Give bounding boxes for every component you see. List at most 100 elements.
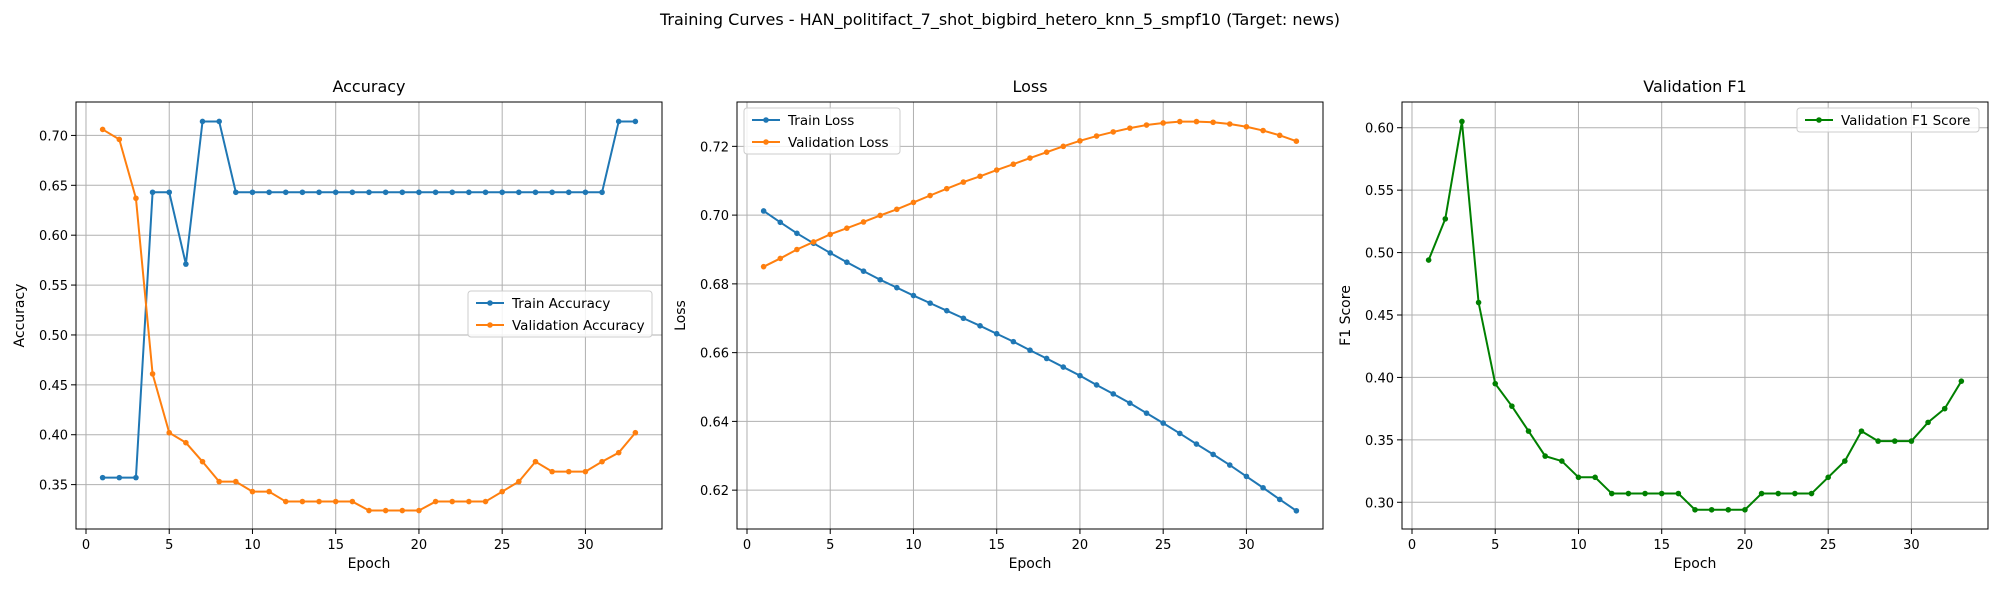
data-point <box>1575 474 1582 481</box>
x-tick-label: 25 <box>1155 538 1172 553</box>
x-tick-label: 10 <box>905 538 922 553</box>
data-point <box>549 189 555 196</box>
data-point <box>565 189 572 196</box>
y-tick-label: 0.65 <box>39 179 68 194</box>
data-point <box>1658 490 1665 497</box>
data-point <box>827 231 834 238</box>
x-tick-label: 15 <box>988 538 1005 553</box>
data-point <box>844 259 850 266</box>
x-tick-label: 30 <box>577 538 594 553</box>
data-point <box>760 263 767 270</box>
data-point <box>877 212 883 219</box>
data-point <box>1725 506 1732 513</box>
y-axis-label: F1 Score <box>1338 285 1354 346</box>
data-point <box>1160 420 1166 426</box>
data-point <box>1160 120 1166 126</box>
data-point <box>1177 118 1183 125</box>
data-point <box>1043 355 1050 362</box>
data-point <box>1177 430 1183 437</box>
x-axis-label: Epoch <box>348 556 391 572</box>
data-point <box>1260 127 1266 134</box>
data-point <box>1425 257 1432 263</box>
data-point <box>366 507 372 514</box>
data-point <box>1808 490 1815 497</box>
data-point <box>499 488 505 495</box>
legend-frame <box>743 107 901 155</box>
data-point <box>1891 438 1898 444</box>
data-point <box>1210 451 1216 458</box>
data-point <box>183 261 189 267</box>
y-tick-label: 0.64 <box>700 415 729 430</box>
y-tick-label: 0.60 <box>39 229 68 244</box>
data-point <box>960 315 967 322</box>
data-point <box>1010 161 1017 168</box>
y-axis-label: Loss <box>673 300 689 331</box>
data-point <box>449 498 456 505</box>
subplot-title: Accuracy <box>332 77 405 96</box>
data-point <box>233 189 239 196</box>
data-point <box>760 208 767 214</box>
data-point <box>1792 490 1798 497</box>
data-point <box>1276 132 1283 139</box>
data-point <box>499 189 505 196</box>
data-point <box>910 292 917 299</box>
y-tick-label: 0.40 <box>39 429 68 444</box>
data-point <box>1243 123 1250 130</box>
data-point <box>582 468 589 475</box>
data-point <box>1110 391 1117 397</box>
data-point <box>1875 438 1881 444</box>
data-point <box>1442 216 1449 222</box>
y-tick-label: 0.50 <box>1365 247 1394 262</box>
data-point <box>349 498 356 505</box>
data-point <box>199 458 206 465</box>
x-tick-label: 10 <box>1570 538 1587 553</box>
data-point <box>615 449 622 456</box>
data-point <box>216 118 222 125</box>
data-point <box>1842 458 1848 464</box>
x-tick-label: 0 <box>82 538 90 553</box>
data-point <box>1093 382 1100 388</box>
x-tick-label: 30 <box>1238 538 1255 553</box>
data-point <box>1060 143 1067 150</box>
data-point <box>432 189 439 196</box>
legend: Train Loss Validation Loss <box>743 107 901 155</box>
legend-marker <box>487 300 493 306</box>
legend-marker <box>487 322 493 328</box>
x-tick-label: 15 <box>1653 538 1670 553</box>
data-point <box>1692 506 1698 513</box>
data-point <box>449 189 456 196</box>
y-tick-label: 0.30 <box>1365 496 1394 511</box>
data-point <box>860 268 867 274</box>
data-point <box>1293 507 1300 514</box>
data-point <box>149 371 156 377</box>
legend-marker <box>763 139 769 145</box>
y-tick-label: 0.62 <box>700 484 729 499</box>
data-point <box>993 330 1000 337</box>
data-point <box>599 458 605 465</box>
data-point <box>166 189 173 196</box>
data-point <box>1193 118 1200 125</box>
y-tick-label: 0.45 <box>1365 309 1394 324</box>
data-point <box>894 284 900 291</box>
x-tick-label: 30 <box>1903 538 1920 553</box>
y-tick-label: 0.35 <box>39 479 68 494</box>
data-point <box>1675 490 1682 497</box>
subplot-title: Validation F1 <box>1643 77 1746 96</box>
data-point <box>877 276 883 283</box>
data-point <box>844 225 850 231</box>
data-point <box>233 478 239 485</box>
data-point <box>199 118 206 125</box>
data-point <box>794 230 800 237</box>
data-point <box>332 189 339 196</box>
data-point <box>1243 473 1250 480</box>
data-point <box>532 189 539 196</box>
data-point <box>1193 441 1200 447</box>
data-point <box>316 498 322 505</box>
x-axis-label: Epoch <box>1009 556 1052 572</box>
data-point <box>1027 347 1033 354</box>
y-tick-label: 0.70 <box>700 209 729 224</box>
data-point <box>777 219 784 226</box>
x-tick-label: 25 <box>1820 538 1837 553</box>
data-point <box>1010 338 1017 345</box>
